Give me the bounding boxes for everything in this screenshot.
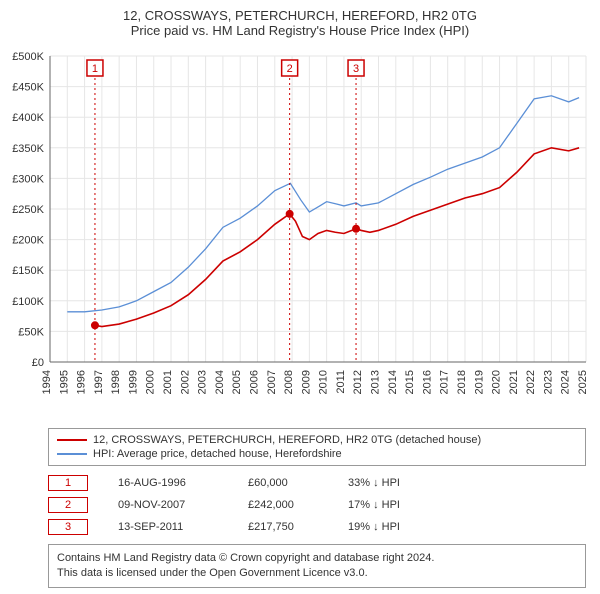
svg-text:2009: 2009 <box>300 370 312 394</box>
legend-label: HPI: Average price, detached house, Here… <box>93 448 342 460</box>
chart-area: £0 £50K £100K £150K £200K £250K £300K £350K £400… <box>0 42 600 422</box>
svg-text:£400K: £400K <box>12 112 44 124</box>
marker-date: 09-NOV-2007 <box>118 499 218 511</box>
title-line-1: 12, CROSSWAYS, PETERCHURCH, HEREFORD, HR… <box>0 8 600 23</box>
svg-text:1994: 1994 <box>41 370 53 394</box>
marker-id-box: 1 <box>48 475 88 491</box>
legend-row: 12, CROSSWAYS, PETERCHURCH, HEREFORD, HR… <box>57 433 577 447</box>
svg-text:2017: 2017 <box>439 370 451 394</box>
svg-text:£500K: £500K <box>12 51 44 63</box>
legend-row: HPI: Average price, detached house, Here… <box>57 447 577 461</box>
svg-text:2001: 2001 <box>162 370 174 394</box>
marker-delta: 33% ↓ HPI <box>348 477 400 489</box>
svg-text:2005: 2005 <box>231 370 243 394</box>
marker-price: £217,750 <box>248 521 318 533</box>
marker-price: £242,000 <box>248 499 318 511</box>
svg-text:3: 3 <box>353 63 359 75</box>
legend-box: 12, CROSSWAYS, PETERCHURCH, HEREFORD, HR… <box>48 428 586 466</box>
svg-text:2011: 2011 <box>335 370 347 394</box>
svg-text:£100K: £100K <box>12 296 44 308</box>
svg-text:2007: 2007 <box>266 370 278 394</box>
svg-text:2019: 2019 <box>473 370 485 394</box>
svg-text:2025: 2025 <box>577 370 589 394</box>
svg-text:1998: 1998 <box>110 370 122 394</box>
marker-row: 1 16-AUG-1996 £60,000 33% ↓ HPI <box>48 472 586 494</box>
chart-svg: £0 £50K £100K £150K £200K £250K £300K £350K £400… <box>0 42 600 422</box>
marker-date: 13-SEP-2011 <box>118 521 218 533</box>
svg-text:2021: 2021 <box>508 370 520 394</box>
svg-text:2013: 2013 <box>370 370 382 394</box>
footer-line-1: Contains HM Land Registry data © Crown c… <box>57 551 577 566</box>
marker-date: 16-AUG-1996 <box>118 477 218 489</box>
legend-label: 12, CROSSWAYS, PETERCHURCH, HEREFORD, HR… <box>93 434 481 446</box>
marker-price: £60,000 <box>248 477 318 489</box>
svg-text:1997: 1997 <box>93 370 105 394</box>
svg-text:£0: £0 <box>32 357 44 369</box>
svg-text:2008: 2008 <box>283 370 295 394</box>
svg-text:2016: 2016 <box>421 370 433 394</box>
svg-text:£200K: £200K <box>12 235 44 247</box>
svg-text:1: 1 <box>92 63 98 75</box>
legend-swatch <box>57 439 87 441</box>
svg-text:2023: 2023 <box>542 370 554 394</box>
svg-text:£450K: £450K <box>12 82 44 94</box>
marker-id-box: 3 <box>48 519 88 535</box>
marker-row: 3 13-SEP-2011 £217,750 19% ↓ HPI <box>48 516 586 538</box>
svg-text:2010: 2010 <box>318 370 330 394</box>
chart-container: 12, CROSSWAYS, PETERCHURCH, HEREFORD, HR… <box>0 0 600 588</box>
marker-delta: 19% ↓ HPI <box>348 521 400 533</box>
svg-text:2002: 2002 <box>179 370 191 394</box>
title-block: 12, CROSSWAYS, PETERCHURCH, HEREFORD, HR… <box>0 0 600 42</box>
marker-id-box: 2 <box>48 497 88 513</box>
svg-text:1999: 1999 <box>127 370 139 394</box>
legend-swatch <box>57 453 87 455</box>
footer-line-2: This data is licensed under the Open Gov… <box>57 566 577 581</box>
svg-text:2012: 2012 <box>352 370 364 394</box>
svg-text:1995: 1995 <box>58 370 70 394</box>
marker-table: 1 16-AUG-1996 £60,000 33% ↓ HPI 2 09-NOV… <box>48 472 586 538</box>
svg-text:£300K: £300K <box>12 173 44 185</box>
svg-text:1996: 1996 <box>76 370 88 394</box>
svg-text:2015: 2015 <box>404 370 416 394</box>
svg-text:2004: 2004 <box>214 370 226 394</box>
svg-text:£150K: £150K <box>12 265 44 277</box>
marker-delta: 17% ↓ HPI <box>348 499 400 511</box>
title-line-2: Price paid vs. HM Land Registry's House … <box>0 23 600 38</box>
svg-text:2: 2 <box>287 63 293 75</box>
marker-row: 2 09-NOV-2007 £242,000 17% ↓ HPI <box>48 494 586 516</box>
svg-text:2003: 2003 <box>197 370 209 394</box>
svg-text:£350K: £350K <box>12 143 44 155</box>
svg-text:£50K: £50K <box>18 326 44 338</box>
svg-text:2024: 2024 <box>560 370 572 394</box>
svg-text:2022: 2022 <box>525 370 537 394</box>
svg-text:2000: 2000 <box>145 370 157 394</box>
svg-text:2014: 2014 <box>387 370 399 394</box>
footer-box: Contains HM Land Registry data © Crown c… <box>48 544 586 588</box>
svg-text:2020: 2020 <box>491 370 503 394</box>
svg-text:2006: 2006 <box>248 370 260 394</box>
svg-text:2018: 2018 <box>456 370 468 394</box>
svg-text:£250K: £250K <box>12 204 44 216</box>
